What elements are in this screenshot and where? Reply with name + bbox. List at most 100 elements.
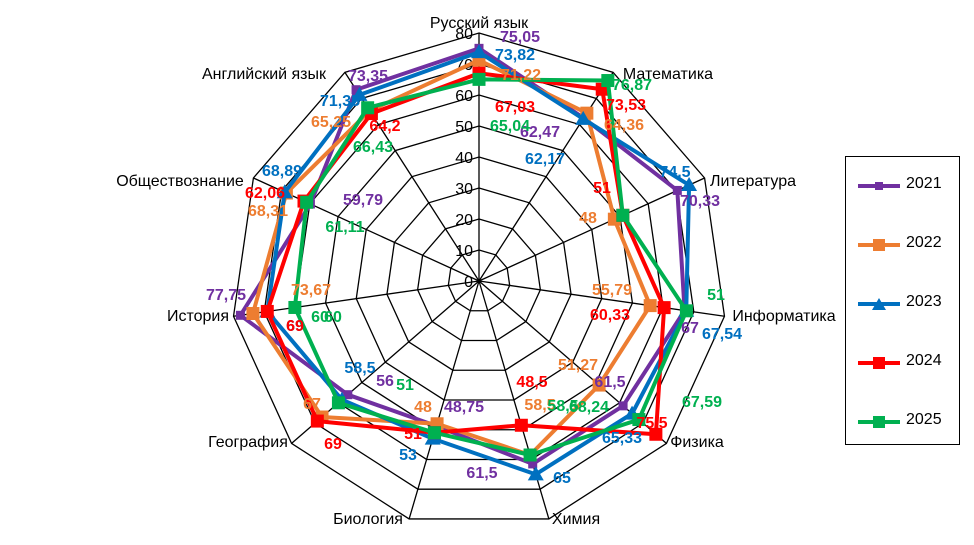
data-label: 62,47	[520, 124, 560, 141]
data-label: 75,05	[500, 29, 540, 46]
data-label: 65,25	[311, 114, 351, 131]
data-point	[471, 44, 487, 59]
data-label: 58,5	[344, 360, 375, 377]
data-point	[672, 185, 682, 195]
series-line	[292, 77, 689, 458]
data-point	[649, 427, 663, 441]
data-point	[643, 299, 657, 313]
data-labels: 75,05 62,47 70,33 67 61,5 61,5 48,75 56 77,75 59,…	[206, 29, 742, 487]
data-label: 62,06	[245, 185, 285, 202]
category-label: Обществознание	[116, 173, 244, 190]
tick-label: 80	[455, 26, 473, 43]
data-point	[616, 208, 630, 222]
legend-marker-swatch	[873, 239, 885, 251]
data-point	[472, 72, 486, 86]
data-label: 53	[399, 447, 417, 464]
data-label: 51,27	[558, 357, 598, 374]
data-point	[300, 195, 314, 209]
data-label: 68,24	[569, 399, 609, 416]
data-point	[246, 307, 260, 321]
data-label: 58,5	[547, 398, 578, 415]
tick-label: 30	[455, 181, 473, 198]
data-label: 65	[553, 470, 571, 487]
spoke	[233, 280, 480, 317]
legend-item-2025: 2025	[856, 411, 956, 431]
data-label: 48	[579, 210, 597, 227]
legend-label: 2022	[906, 234, 942, 251]
spoke	[478, 177, 705, 282]
data-label: 69	[324, 436, 342, 453]
data-label: 71,22	[501, 67, 541, 84]
data-label: 65,33	[602, 430, 642, 447]
grid-ring	[416, 218, 542, 342]
data-label: 51	[707, 287, 725, 304]
data-label: 60	[324, 309, 342, 326]
spoke	[408, 280, 480, 520]
data-point	[632, 413, 646, 427]
data-label: 73,82	[495, 47, 535, 64]
data-label: 48,5	[516, 374, 547, 391]
data-label: 59,79	[343, 192, 383, 209]
category-label: Информатика	[732, 308, 835, 325]
category-label: Русский язык	[430, 15, 529, 32]
data-label: 67	[681, 320, 699, 337]
tick-label: 0	[464, 274, 473, 291]
data-label: 65,04	[490, 118, 530, 135]
data-label: 64,36	[604, 117, 644, 134]
data-point	[427, 426, 441, 440]
series-line	[265, 50, 692, 477]
data-point	[523, 448, 537, 462]
data-label: 62,17	[525, 151, 565, 168]
category-label: Химия	[552, 511, 600, 528]
grid-ring	[263, 63, 695, 490]
legend-item-2021: 2021	[856, 175, 956, 195]
data-label: 60	[311, 309, 329, 326]
data-point	[276, 184, 293, 199]
data-point	[527, 466, 544, 481]
legend-marker-swatch	[875, 182, 883, 190]
category-label: Физика	[670, 434, 724, 451]
data-label: 69	[286, 318, 304, 335]
data-label: 70,33	[680, 193, 720, 210]
data-label: 75,5	[636, 415, 667, 432]
legend-marker-swatch	[873, 416, 885, 428]
data-point	[310, 414, 324, 428]
series-layer	[235, 43, 698, 481]
tick-label: 50	[455, 119, 473, 136]
legend-label: 2023	[906, 293, 942, 310]
data-label: 76,87	[612, 77, 652, 94]
tick-label: 40	[455, 150, 473, 167]
data-point	[331, 396, 345, 410]
data-label: 51	[404, 426, 422, 443]
data-point	[575, 110, 592, 125]
legend-item-2022: 2022	[856, 234, 956, 254]
data-point	[657, 301, 671, 315]
legend-label: 2024	[906, 352, 942, 369]
data-label: 61,5	[466, 465, 497, 482]
category-label: История	[167, 308, 229, 325]
data-label: 61,11	[325, 219, 364, 236]
data-point	[514, 418, 528, 432]
legend-item-2024: 2024	[856, 352, 956, 372]
legend: 2021 2022 2023 2024 2025	[845, 156, 960, 445]
data-label: 77,75	[206, 287, 246, 304]
legend-item-2023: 2023	[856, 293, 956, 313]
category-label: География	[208, 434, 288, 451]
data-label: 58,5	[524, 397, 555, 414]
data-point	[343, 390, 353, 400]
data-label: 73,35	[348, 68, 388, 85]
data-label: 74,5	[659, 164, 690, 181]
legend-label: 2025	[906, 411, 942, 428]
data-label: 56	[376, 373, 394, 390]
data-label: 73,67	[291, 282, 331, 299]
legend-label: 2021	[906, 175, 942, 192]
data-point	[351, 86, 368, 101]
data-label: 67,59	[682, 394, 722, 411]
category-label: Биология	[333, 511, 403, 528]
tick-label: 60	[455, 88, 473, 105]
data-label: 48	[414, 399, 432, 416]
category-label: Математика	[623, 66, 713, 83]
legend-marker-swatch	[873, 357, 885, 369]
data-label: 69	[286, 318, 304, 335]
data-label: 71,35	[320, 93, 360, 110]
